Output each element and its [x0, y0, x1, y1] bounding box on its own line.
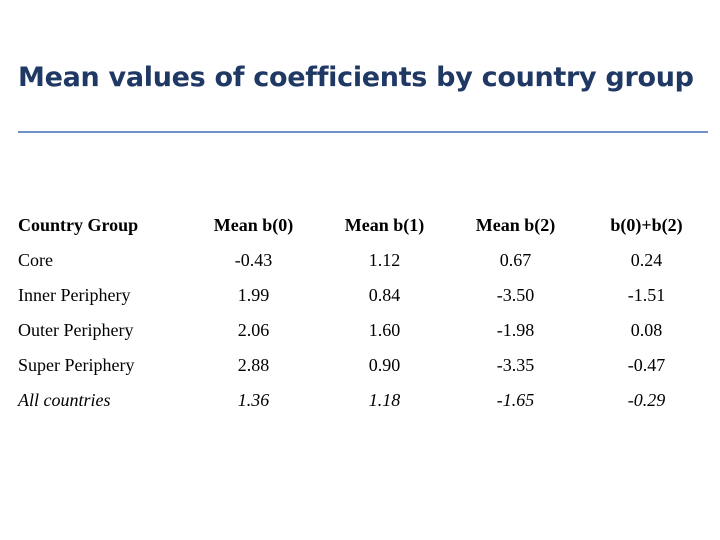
- cell-mean-b2: 0.67: [499, 250, 532, 270]
- cell-mean-b1: 1.18: [368, 390, 401, 410]
- cell-b0-plus-b2: 0.24: [630, 250, 663, 270]
- table-row: Core -0.43 1.12 0.67 0.24: [18, 243, 712, 278]
- header-mean-b1: Mean b(1): [344, 215, 425, 235]
- cell-country-group: Super Periphery: [18, 355, 135, 375]
- table-row: Outer Periphery 2.06 1.60 -1.98 0.08: [18, 313, 712, 348]
- title-divider: [18, 131, 708, 133]
- slide-title: Mean values of coefficients by country g…: [18, 62, 694, 93]
- header-country-group: Country Group: [18, 215, 139, 235]
- coefficients-table: Country Group Mean b(0) Mean b(1) Mean b…: [18, 208, 712, 418]
- cell-b0-plus-b2: -1.51: [627, 285, 666, 305]
- cell-country-group: All countries: [18, 390, 111, 410]
- cell-mean-b1: 1.12: [368, 250, 401, 270]
- cell-b0-plus-b2: -0.29: [627, 390, 666, 410]
- cell-mean-b1: 0.90: [368, 355, 401, 375]
- cell-mean-b2: -1.98: [496, 320, 535, 340]
- cell-b0-plus-b2: 0.08: [630, 320, 663, 340]
- cell-mean-b1: 1.60: [368, 320, 401, 340]
- cell-mean-b2: -3.50: [496, 285, 535, 305]
- cell-mean-b0: 1.36: [237, 390, 270, 410]
- cell-mean-b0: 1.99: [237, 285, 270, 305]
- cell-mean-b0: -0.43: [234, 250, 273, 270]
- table-row: Super Periphery 2.88 0.90 -3.35 -0.47: [18, 348, 712, 383]
- header-b0-plus-b2: b(0)+b(2): [610, 215, 683, 235]
- table-total-row: All countries 1.36 1.18 -1.65 -0.29: [18, 383, 712, 418]
- cell-country-group: Inner Periphery: [18, 285, 131, 305]
- cell-mean-b1: 0.84: [368, 285, 401, 305]
- header-mean-b0: Mean b(0): [213, 215, 294, 235]
- cell-mean-b0: 2.88: [237, 355, 270, 375]
- cell-mean-b0: 2.06: [237, 320, 270, 340]
- cell-country-group: Outer Periphery: [18, 320, 134, 340]
- cell-mean-b2: -3.35: [496, 355, 535, 375]
- cell-mean-b2: -1.65: [496, 390, 535, 410]
- table-row: Inner Periphery 1.99 0.84 -3.50 -1.51: [18, 278, 712, 313]
- cell-country-group: Core: [18, 250, 53, 270]
- table-header-row: Country Group Mean b(0) Mean b(1) Mean b…: [18, 208, 712, 243]
- header-mean-b2: Mean b(2): [475, 215, 556, 235]
- cell-b0-plus-b2: -0.47: [627, 355, 666, 375]
